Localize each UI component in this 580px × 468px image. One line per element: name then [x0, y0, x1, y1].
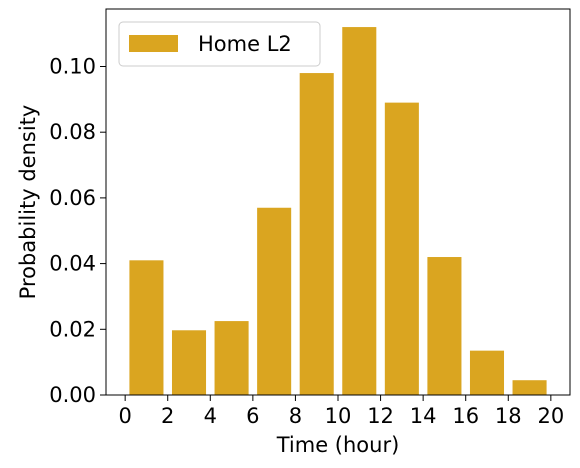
y-tick-label: 0.02: [49, 317, 96, 341]
bar-7: [257, 207, 292, 395]
bar-3: [171, 330, 207, 395]
legend-box: [118, 21, 321, 67]
x-tick-label: 6: [246, 404, 259, 428]
x-ticks: 0 2 4 6 8 10 12 14 16 18 20: [118, 395, 564, 428]
x-axis-label: Time (hour): [276, 433, 400, 457]
bar-5: [214, 321, 249, 395]
x-tick-label: 16: [452, 404, 479, 428]
x-tick-label: 0: [118, 404, 131, 428]
x-tick-label: 2: [161, 404, 174, 428]
bar-1: [129, 260, 164, 395]
legend-label: Home L2: [198, 32, 292, 56]
x-tick-label: 18: [495, 404, 522, 428]
bar-9: [299, 73, 334, 396]
x-tick-label: 12: [367, 404, 394, 428]
bar-11: [342, 27, 377, 395]
y-tick-label: 0.04: [49, 252, 96, 276]
bar-15: [427, 257, 462, 395]
y-ticks: 0.00 0.02 0.04 0.06 0.08 0.10: [49, 54, 106, 407]
x-tick-label: 8: [289, 404, 302, 428]
legend: Home L2: [118, 21, 321, 67]
y-tick-label: 0.06: [49, 186, 96, 210]
bars-group: [129, 27, 547, 396]
legend-swatch: [129, 35, 178, 52]
x-tick-label: 14: [410, 404, 437, 428]
bar-17: [469, 350, 505, 395]
x-tick-label: 20: [537, 404, 564, 428]
y-tick-label: 0.00: [49, 383, 96, 407]
bar-13: [384, 102, 419, 395]
x-tick-label: 10: [325, 404, 352, 428]
y-axis-label: Probability density: [16, 105, 40, 300]
y-tick-label: 0.08: [49, 120, 96, 144]
bar-19: [512, 380, 547, 395]
x-tick-label: 4: [204, 404, 217, 428]
y-tick-label: 0.10: [49, 54, 96, 78]
